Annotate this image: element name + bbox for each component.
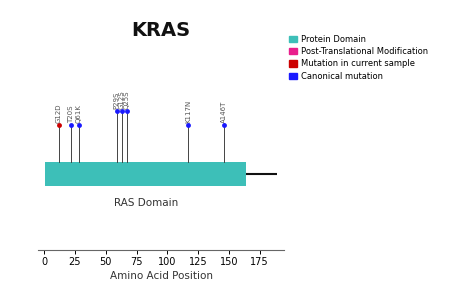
- Text: Q25S: Q25S: [124, 90, 130, 109]
- Text: K117N: K117N: [185, 99, 191, 123]
- Text: P29S: P29S: [114, 92, 120, 109]
- Text: G12D: G12D: [56, 103, 62, 123]
- Legend: Protein Domain, Post-Translational Modification, Mutation in current sample, Can: Protein Domain, Post-Translational Modif…: [289, 35, 428, 81]
- Text: RAS Domain: RAS Domain: [114, 198, 178, 208]
- Text: T20S: T20S: [68, 105, 74, 123]
- Text: G12S: G12S: [118, 90, 125, 109]
- X-axis label: Amino Acid Position: Amino Acid Position: [109, 271, 213, 281]
- Bar: [46, 162, 246, 186]
- Text: Q61K: Q61K: [75, 104, 82, 123]
- Text: A146T: A146T: [221, 100, 227, 123]
- Text: KRAS: KRAS: [132, 21, 191, 40]
